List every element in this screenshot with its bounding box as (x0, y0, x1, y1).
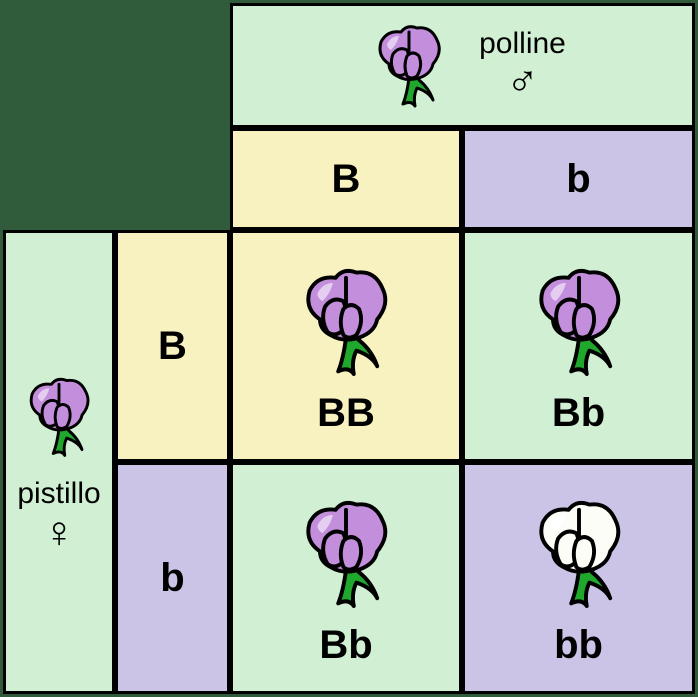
allele-label: b (566, 157, 590, 202)
pollen-label: polline (479, 27, 566, 60)
pollen-label-block: polline ♂ (479, 27, 566, 104)
row-allele-B: B (115, 230, 230, 462)
offspring-cell-BB: BB (230, 230, 462, 462)
male-symbol: ♂ (506, 60, 539, 104)
allele-label: B (332, 157, 361, 202)
flower-icon (359, 16, 459, 116)
offspring-cell-Bb: Bb (230, 462, 462, 694)
allele-label: b (160, 556, 184, 601)
pistil-label: pistillo (17, 477, 100, 511)
pistil-parent-header: pistillo ♀ (3, 230, 115, 694)
flower-icon (514, 489, 644, 619)
flower-icon (11, 369, 107, 465)
pollen-parent-header: polline ♂ (230, 3, 695, 128)
offspring-cell-bb: bb (462, 462, 695, 694)
flower-icon (281, 257, 411, 387)
punnett-square: polline ♂ B b pistillo ♀ B b (0, 0, 698, 697)
genotype-label: Bb (319, 623, 372, 668)
genotype-label: BB (317, 391, 375, 436)
column-allele-B: B (230, 128, 462, 230)
flower-icon (281, 489, 411, 619)
genotype-label: Bb (552, 391, 605, 436)
female-symbol: ♀ (43, 511, 76, 555)
offspring-cell-Bb: Bb (462, 230, 695, 462)
allele-label: B (158, 324, 187, 369)
row-allele-b: b (115, 462, 230, 694)
flower-icon (514, 257, 644, 387)
genotype-label: bb (554, 623, 603, 668)
column-allele-b: b (462, 128, 695, 230)
